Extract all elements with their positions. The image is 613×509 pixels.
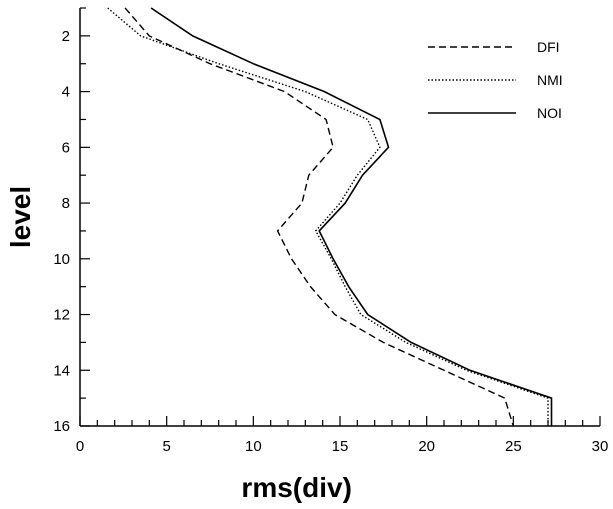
y-tick-label: 16 xyxy=(53,418,70,435)
x-tick-label: 20 xyxy=(418,438,435,455)
x-tick-label: 25 xyxy=(505,438,522,455)
x-tick-label: 0 xyxy=(76,438,84,455)
series-line-noi xyxy=(150,7,553,426)
legend-label-dfi: DFI xyxy=(537,39,560,55)
y-axis-title: level xyxy=(5,186,36,248)
legend: DFI NMI NOI xyxy=(428,39,563,121)
x-axis-title: rms(div) xyxy=(241,472,351,503)
y-tick-label: 14 xyxy=(53,362,70,379)
legend-label-nmi: NMI xyxy=(537,72,563,88)
y-tick-label: 4 xyxy=(62,84,70,101)
series-line-nmi xyxy=(107,7,549,426)
y-tick-label: 8 xyxy=(62,195,70,212)
series-line-dfi xyxy=(124,7,514,427)
axes: 0 5 10 15 20 25 30 2 4 6 8 10 12 14 16 xyxy=(53,7,609,455)
x-tick-label: 15 xyxy=(332,438,349,455)
y-tick-label: 10 xyxy=(53,251,70,268)
plot-lines xyxy=(107,7,553,427)
y-tick-label: 12 xyxy=(53,307,70,324)
legend-label-noi: NOI xyxy=(537,105,562,121)
y-tick-label: 2 xyxy=(62,28,70,45)
x-tick-label: 30 xyxy=(592,438,609,455)
x-tick-label: 5 xyxy=(162,438,170,455)
x-tick-label: 10 xyxy=(245,438,262,455)
y-tick-label: 6 xyxy=(62,139,70,156)
